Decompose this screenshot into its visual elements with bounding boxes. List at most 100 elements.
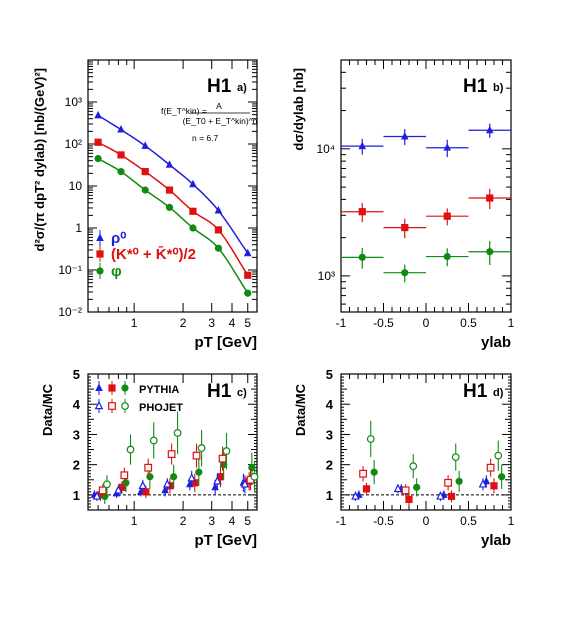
data-point-kstar-pythia: [362, 485, 371, 493]
legend-label: PHOJET: [139, 402, 183, 414]
data-point-rho-phojet: [478, 479, 488, 488]
x-tick-label: -0.5: [373, 514, 394, 528]
data-point-phi-pythia: [370, 468, 378, 476]
data-point-rho: [141, 141, 150, 149]
legend-label-kstar: (K*⁰ + K̄*⁰)/2: [111, 245, 196, 263]
data-point-phi-phojet: [451, 453, 460, 462]
data-point-phi: [165, 203, 174, 211]
panel-label: b): [493, 82, 504, 94]
data-point-phi-pythia: [170, 473, 178, 481]
data-point-phi-phojet: [126, 445, 135, 454]
plot-frame: [340, 59, 512, 313]
legend-marker-rho: [94, 400, 104, 410]
data-point-phi-pythia: [413, 483, 421, 491]
x-tick-label: 0: [423, 316, 430, 330]
data-point-phi-phojet: [250, 472, 259, 481]
data-point-phi: [443, 252, 451, 261]
data-point-phi-phojet: [222, 447, 231, 455]
panel-label: c): [237, 387, 247, 399]
y-tick-label: 10⁻²: [58, 305, 82, 319]
data-point-phi: [358, 253, 366, 261]
data-point-kstar-phojet: [144, 463, 153, 472]
y-tick-label: 4: [326, 397, 334, 412]
data-point-kstar: [141, 168, 149, 176]
h1-label: H1: [207, 76, 232, 97]
panel-label: a): [237, 82, 247, 94]
data-point-kstar: [117, 151, 125, 159]
y-axis-title: Data/MC: [293, 383, 308, 436]
data-point-phi-phojet: [366, 435, 375, 443]
data-point-rho-phojet: [138, 480, 148, 490]
data-point-rho: [443, 143, 452, 151]
data-point-rho-phojet: [436, 491, 445, 500]
formula-param: n = 6.7: [192, 133, 219, 143]
data-point-kstar-pythia: [405, 495, 413, 504]
data-point-rho: [117, 125, 125, 133]
panel-a: 10⁻² 10⁻¹ 1 10 10² 10³ 1 2 3 4 5 H1 a) f(E_T^kin) = A (…: [32, 59, 258, 351]
y-tick-label: 4: [73, 397, 81, 412]
data-point-rho-pythia: [211, 482, 219, 491]
legend-marker-rho: [96, 233, 104, 241]
data-point-kstar: [401, 223, 409, 232]
data-point-rho-phojet: [163, 479, 172, 488]
data-point-phi-pythia: [498, 473, 506, 481]
x-axis-title: ylab: [481, 334, 511, 351]
x-tick-label: -1: [336, 514, 347, 528]
h1-label: H1: [463, 76, 488, 97]
data-point-rho: [189, 179, 197, 188]
data-point-phi: [244, 289, 252, 297]
x-tick-label: 4: [229, 316, 236, 330]
data-point-phi-phojet: [409, 462, 418, 471]
data-point-rho: [400, 131, 409, 140]
y-axis-title: dσ/dylab [nb]: [291, 68, 306, 151]
data-point-phi: [214, 244, 223, 252]
data-point-kstar-pythia: [447, 492, 456, 501]
y-tick-label: 10³: [318, 269, 335, 283]
data-point-kstar-phojet: [167, 450, 176, 458]
y-tick-label: 5: [326, 367, 333, 382]
y-tick-label: 3: [326, 427, 333, 442]
data-point-phi-pythia: [122, 479, 130, 487]
data-point-rho-phojet: [92, 491, 102, 500]
x-axis-title: pT [GeV]: [195, 532, 258, 549]
data-point-rho-phojet: [187, 473, 196, 482]
data-point-kstar-pythia: [142, 488, 150, 496]
panel-b: 10³ 10⁴ -1 -0.5 0 0.5 1 H1 b) ylab dσ/dylab [nb]: [291, 59, 515, 351]
x-tick-label: 2: [180, 316, 187, 330]
plot-frame: [87, 373, 258, 511]
x-axis-title: pT [GeV]: [195, 334, 258, 351]
data-point-kstar-phojet: [98, 486, 107, 495]
legend-marker-kstar: [108, 384, 116, 392]
data-point-phi: [141, 186, 149, 194]
panel-label: d): [493, 387, 504, 399]
panel-d: 1 2 3 4 5 -1 -0.5 0 0.5 1 H1 d) ylab Data/MC: [293, 367, 515, 549]
x-tick-label: 5: [244, 316, 251, 330]
y-tick-label: 1: [75, 221, 82, 235]
data-point-kstar: [94, 138, 102, 146]
data-point-kstar-phojet: [218, 454, 227, 463]
x-tick-label: 1: [131, 316, 138, 330]
data-point-rho-phojet: [114, 485, 123, 494]
data-point-kstar: [244, 271, 252, 279]
y-axis-title: Data/MC: [40, 383, 55, 436]
y-tick-label: 10⁻¹: [58, 263, 82, 277]
legend-marker-kstar: [96, 250, 104, 258]
data-point-phi: [401, 269, 409, 277]
h1-label: H1: [463, 381, 488, 402]
y-tick-label: 5: [73, 367, 80, 382]
x-tick-label: -1: [336, 316, 347, 330]
legend-marker-kstar: [108, 402, 116, 410]
data-point-kstar: [214, 226, 223, 234]
legend-marker-phi: [121, 384, 129, 392]
data-point-rho-phojet: [351, 491, 360, 500]
x-tick-label: 3: [208, 316, 215, 330]
formula-lhs: f(E_T^kin) =: [161, 106, 207, 116]
data-point-phi-pythia: [195, 468, 203, 476]
legend-marker-phi: [96, 267, 104, 275]
data-point-phi-phojet: [149, 436, 158, 445]
legend-label-rho: ρ⁰: [111, 230, 126, 247]
x-tick-label: 0: [423, 514, 430, 528]
data-point-phi-phojet: [197, 444, 206, 452]
